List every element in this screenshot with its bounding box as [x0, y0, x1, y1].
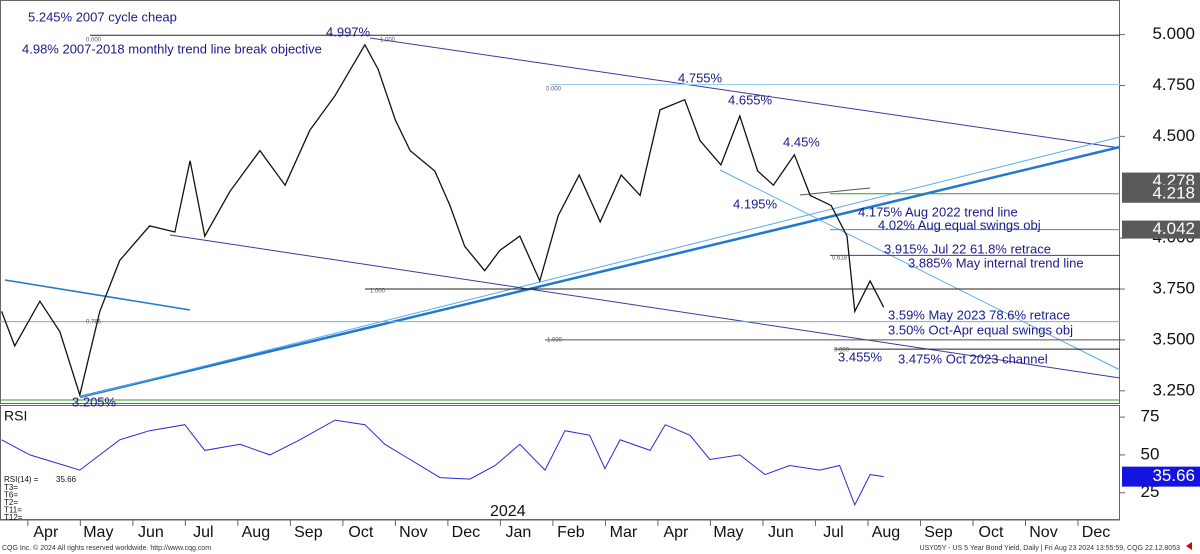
fib-label: 0.618 — [832, 256, 848, 262]
trend-line — [169, 234, 1121, 379]
y-tick-label: 50 — [1141, 444, 1160, 463]
trend-line — [79, 145, 1121, 399]
x-tick-label: Nov — [399, 524, 427, 541]
y-tick-label: 3.500 — [1152, 329, 1195, 348]
x-tick-label: May — [713, 524, 743, 541]
x-tick-label: Aug — [872, 524, 900, 541]
trend-line — [719, 169, 1121, 371]
rsi-marker-label: 35.66 — [1152, 466, 1195, 485]
x-tick-label: Aug — [242, 524, 270, 541]
x-tick-label: Jun — [138, 524, 164, 541]
annotation: 4.98% 2007-2018 monthly trend line break… — [22, 41, 322, 56]
annotation: 4.997% — [326, 24, 371, 39]
trend-line — [79, 136, 1121, 398]
price-panel — [0, 0, 1120, 404]
annotation: 3.205% — [72, 394, 117, 409]
annotation: 4.02% Aug equal swings obj — [878, 217, 1041, 232]
x-tick-label: Jul — [823, 524, 843, 541]
annotation: 4.195% — [733, 196, 778, 211]
x-tick-label: Nov — [1029, 524, 1057, 541]
annotation: 4.655% — [728, 92, 773, 107]
rsi-marker — [1122, 466, 1200, 487]
trend-line — [369, 37, 1121, 149]
year-label: 2024 — [490, 503, 526, 520]
annotation: 4.175% Aug 2022 trend line — [858, 204, 1018, 219]
price-marker — [1122, 220, 1200, 239]
side-label: T11= — [4, 506, 22, 515]
annotation: 3.59% May 2023 78.6% retrace — [888, 307, 1070, 322]
side-label: T3= — [4, 483, 18, 492]
price-marker — [1122, 184, 1200, 203]
data-line — [0, 43, 885, 398]
x-tick-label: Sep — [924, 524, 953, 541]
price-marker-label: 4.042 — [1152, 219, 1195, 238]
fib-label: 0.000 — [546, 87, 562, 93]
annotation: 3.50% Oct-Apr equal swings obj — [888, 322, 1073, 337]
fib-label: 0.000 — [834, 348, 850, 354]
footer-left: CQG Inc. © 2024 All rights reserved worl… — [2, 544, 211, 552]
y-tick-label: 25 — [1141, 482, 1160, 501]
rsi-label: RSI(14) = — [4, 475, 39, 484]
annotation: 4.755% — [678, 70, 723, 85]
annotation: 3.885% May internal trend line — [908, 255, 1084, 270]
side-label: T12= — [4, 513, 23, 522]
x-tick-label: May — [83, 524, 113, 541]
y-tick-label: 4.500 — [1152, 126, 1195, 145]
x-tick-label: Jul — [193, 524, 213, 541]
fib-label: 0.000 — [86, 38, 102, 44]
y-tick-label: 3.250 — [1152, 380, 1195, 399]
x-tick-label: Feb — [557, 524, 585, 541]
x-tick-label: Sep — [294, 524, 323, 541]
x-tick-label: Dec — [452, 524, 480, 541]
y-tick-label: 75 — [1141, 407, 1160, 426]
fib-label: 1.000 — [380, 38, 396, 44]
annotation: 3.915% Jul 22 61.8% retrace — [884, 241, 1051, 256]
side-label: T2= — [4, 498, 18, 507]
y-tick-label: 5.000 — [1152, 24, 1195, 43]
data-line — [1, 419, 884, 507]
trend-line — [799, 187, 871, 196]
x-tick-label: Jun — [768, 524, 794, 541]
trend-line — [4, 279, 191, 311]
x-tick-label: Apr — [663, 524, 689, 541]
y-tick-label: 3.750 — [1152, 279, 1195, 298]
fib-label: 1.000 — [370, 289, 386, 295]
annotation: 4.45% — [783, 134, 820, 149]
x-tick-label: Oct — [979, 524, 1004, 541]
rsi-title: RSI — [4, 408, 27, 424]
x-tick-label: Jan — [506, 524, 532, 541]
x-tick-label: Mar — [610, 524, 638, 541]
annotation: 3.475% Oct 2023 channel — [898, 351, 1048, 366]
fib-label: 0.786 — [86, 320, 102, 326]
price-marker-label: 4.218 — [1152, 183, 1195, 202]
x-tick-label: Apr — [33, 524, 59, 541]
annotation: 3.455% — [838, 349, 883, 364]
rsi-value: 35.66 — [56, 475, 77, 484]
footer-right: USY05Y - US 5 Year Bond Yield, Daily | F… — [920, 545, 1181, 552]
annotation: 5.245% 2007 cycle cheap — [28, 9, 177, 24]
side-label: T6= — [4, 491, 18, 500]
fib-label: 1.000 — [547, 338, 563, 344]
x-tick-label: Oct — [348, 524, 373, 541]
scroll-arrow[interactable] — [1186, 542, 1192, 550]
x-tick-label: Dec — [1082, 524, 1110, 541]
y-tick-label: 4.750 — [1152, 75, 1195, 94]
